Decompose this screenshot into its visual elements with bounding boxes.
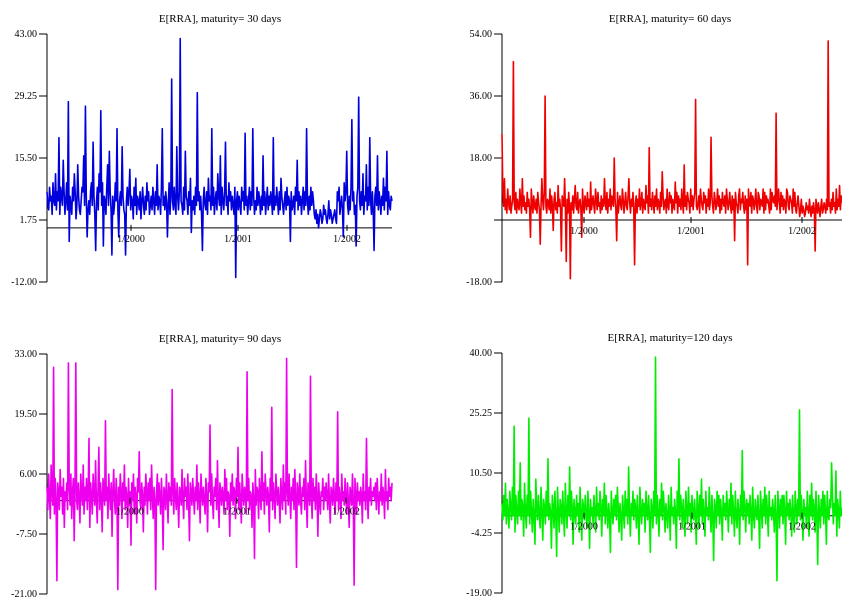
chart-panel-2: E[RRA], maturity= 60 days 54.00 36.00 18.00…: [466, 13, 842, 288]
chart-panel-1: E[RRA], maturity= 30 days 43.00 29.25 15.50…: [11, 13, 393, 288]
chart-title: E[RRA], maturity=120 days: [607, 332, 732, 344]
x-tick-label: 1/2001: [223, 507, 251, 518]
x-tick-label: 1/2000: [570, 226, 598, 237]
x-tick-label: 1/2000: [570, 522, 598, 533]
y-tick-label: 18.00: [470, 153, 493, 164]
chart-panel-4: E[RRA], maturity=120 days 40.00 25.25 10.50…: [466, 332, 842, 599]
chart-panel-3: E[RRA], maturity= 90 days 33.00 19.50 6.00 -…: [11, 333, 393, 600]
y-tick-label: 6.00: [20, 469, 38, 480]
y-tick-label: -18.00: [466, 277, 492, 288]
x-tick-label: 1/2002: [332, 507, 360, 518]
y-tick-label: 1.75: [20, 215, 38, 226]
series-line: [46, 37, 393, 279]
chart-title: E[RRA], maturity= 30 days: [159, 13, 281, 25]
y-tick-label: -21.00: [11, 589, 37, 600]
y-tick-label: 33.00: [15, 349, 38, 360]
series-line: [46, 357, 393, 591]
y-tick-label: 19.50: [15, 409, 38, 420]
x-tick-label: 1/2001: [677, 226, 705, 237]
y-tick-label: -7.50: [16, 529, 37, 540]
y-tick-label: -4.25: [471, 528, 492, 539]
x-tick-label: 1/2001: [224, 234, 252, 245]
y-tick-label: -19.00: [466, 588, 492, 599]
series-line: [501, 356, 842, 582]
y-tick-label: 15.50: [15, 153, 38, 164]
y-tick-label: -12.00: [11, 277, 37, 288]
y-tick-label: 29.25: [15, 91, 38, 102]
series-line: [501, 40, 842, 280]
x-tick-label: 1/2002: [788, 522, 816, 533]
y-tick-label: 40.00: [470, 348, 493, 359]
x-tick-label: 1/2001: [678, 522, 706, 533]
x-tick-label: 1/2000: [116, 507, 144, 518]
chart-title: E[RRA], maturity= 90 days: [159, 333, 281, 345]
chart-title: E[RRA], maturity= 60 days: [609, 13, 731, 25]
y-tick-label: 25.25: [470, 408, 493, 419]
y-tick-label: 54.00: [470, 29, 493, 40]
x-tick-label: 1/2002: [788, 226, 816, 237]
x-tick-label: 1/2000: [117, 234, 145, 245]
y-tick-label: 43.00: [15, 29, 38, 40]
x-tick-label: 1/2002: [333, 234, 361, 245]
y-tick-label: 10.50: [470, 468, 493, 479]
y-tick-label: 36.00: [470, 91, 493, 102]
